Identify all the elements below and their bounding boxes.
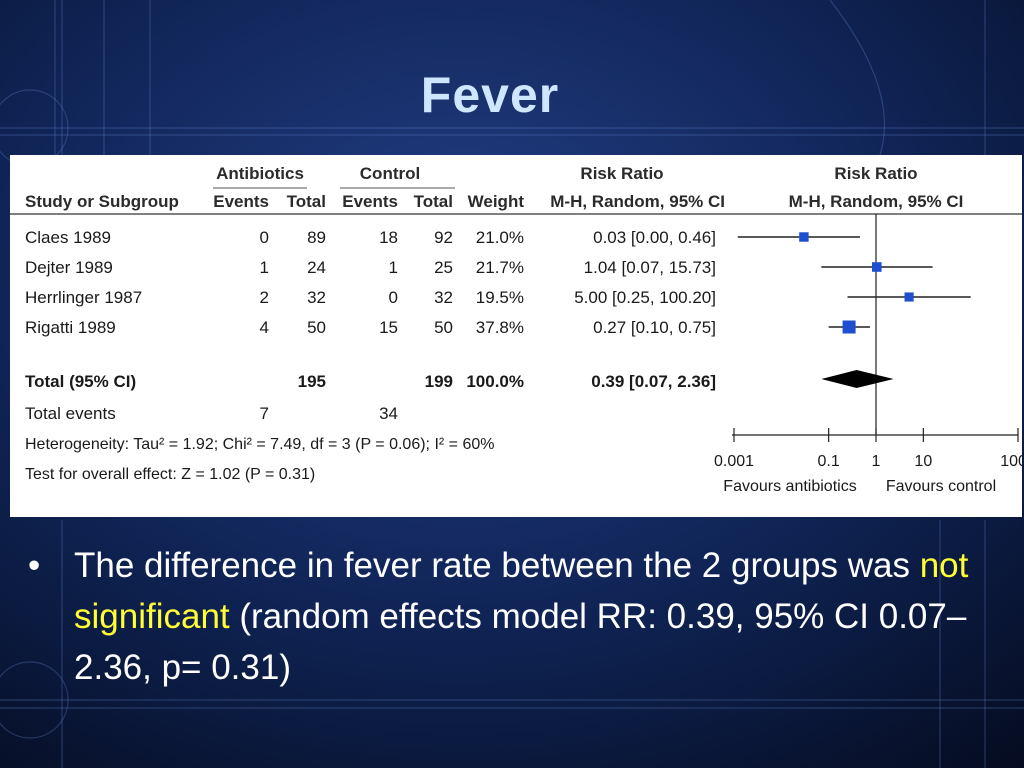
study-ci_text-0: 0.03 [0.00, 0.46] [593,228,716,247]
bullet-text-before: The difference in fever rate between the… [74,546,920,585]
col-total-control: Total [414,192,453,211]
study-events_a-3: 4 [260,318,269,337]
pooled-diamond [821,370,894,388]
study-total_a-3: 50 [307,318,326,337]
study-weight-3: 37.8% [476,318,524,337]
header-control: Control [360,164,420,183]
study-events_c-3: 15 [379,318,398,337]
study-events_c-2: 0 [389,288,398,307]
header-risk-ratio-plot: Risk Ratio [834,164,917,183]
study-total_a-2: 32 [307,288,326,307]
study-events_c-1: 1 [389,258,398,277]
total-total-control: 199 [425,372,453,391]
col-weight: Weight [468,192,525,211]
bullet-text-after: (random effects model RR: 0.39, 95% CI 0… [74,597,967,687]
study-events_a-0: 0 [260,228,269,247]
col-plot-ci: M-H, Random, 95% CI [789,192,964,211]
bullet-point: • The difference in fever rate between t… [28,540,988,693]
col-study: Study or Subgroup [25,192,179,211]
study-total_c-1: 25 [434,258,453,277]
study-ci_text-2: 5.00 [0.25, 100.20] [574,288,716,307]
heterogeneity-text: Heterogeneity: Tau² = 1.92; Chi² = 7.49,… [25,436,494,453]
bullet-text: The difference in fever rate between the… [74,540,988,693]
study-weight-0: 21.0% [476,228,524,247]
x-tick-label-2: 1 [872,453,881,470]
header-risk-ratio-table: Risk Ratio [580,164,663,183]
col-ci: M-H, Random, 95% CI [550,192,725,211]
bullet-symbol: • [28,546,41,585]
study-total_c-0: 92 [434,228,453,247]
study-total_a-0: 89 [307,228,326,247]
bullet-text-highlight: not significant [74,546,969,636]
favours-control-label: Favours control [886,478,996,495]
study-events_c-0: 18 [379,228,398,247]
favours-antibiotics-label: Favours antibiotics [723,478,856,495]
total-weight: 100.0% [466,372,524,391]
point-estimate-3 [842,320,856,334]
x-tick-label-4: 1000 [1000,453,1022,470]
forest-plot-figure: Antibiotics Control Risk Ratio Risk Rati… [10,155,1022,517]
col-events-antibiotics: Events [213,192,269,211]
study-ci_text-3: 0.27 [0.10, 0.75] [593,318,716,337]
study-total_c-3: 50 [434,318,453,337]
col-total-antibiotics: Total [287,192,326,211]
study-total_c-2: 32 [434,288,453,307]
study-weight-2: 19.5% [476,288,524,307]
point-estimate-1 [872,262,882,272]
overall-effect-text: Test for overall effect: Z = 1.02 (P = 0… [25,466,315,483]
study-total_a-1: 24 [307,258,326,277]
study-name-2: Herrlinger 1987 [25,288,142,307]
x-tick-label-3: 10 [914,453,932,470]
total-total-antibiotics: 195 [298,372,326,391]
total-ci: 0.39 [0.07, 2.36] [591,372,716,391]
slide-title: Fever [420,67,560,123]
point-estimate-2 [904,292,914,302]
header-antibiotics: Antibiotics [216,164,304,183]
study-name-1: Dejter 1989 [25,258,113,277]
forest-plot: Antibiotics Control Risk Ratio Risk Rati… [10,164,1022,495]
point-estimate-0 [799,232,809,242]
total-label: Total (95% CI) [25,372,136,391]
study-weight-1: 21.7% [476,258,524,277]
x-tick-label-0: 0.001 [714,453,754,470]
study-name-3: Rigatti 1989 [25,318,116,337]
x-tick-label-1: 0.1 [818,453,840,470]
total-events-label: Total events [25,404,116,423]
total-events-antibiotics: 7 [260,404,269,423]
study-ci_text-1: 1.04 [0.07, 15.73] [584,258,716,277]
total-events-control: 34 [379,404,398,423]
study-events_a-2: 2 [260,288,269,307]
col-events-control: Events [342,192,398,211]
study-name-0: Claes 1989 [25,228,111,247]
study-events_a-1: 1 [260,258,269,277]
